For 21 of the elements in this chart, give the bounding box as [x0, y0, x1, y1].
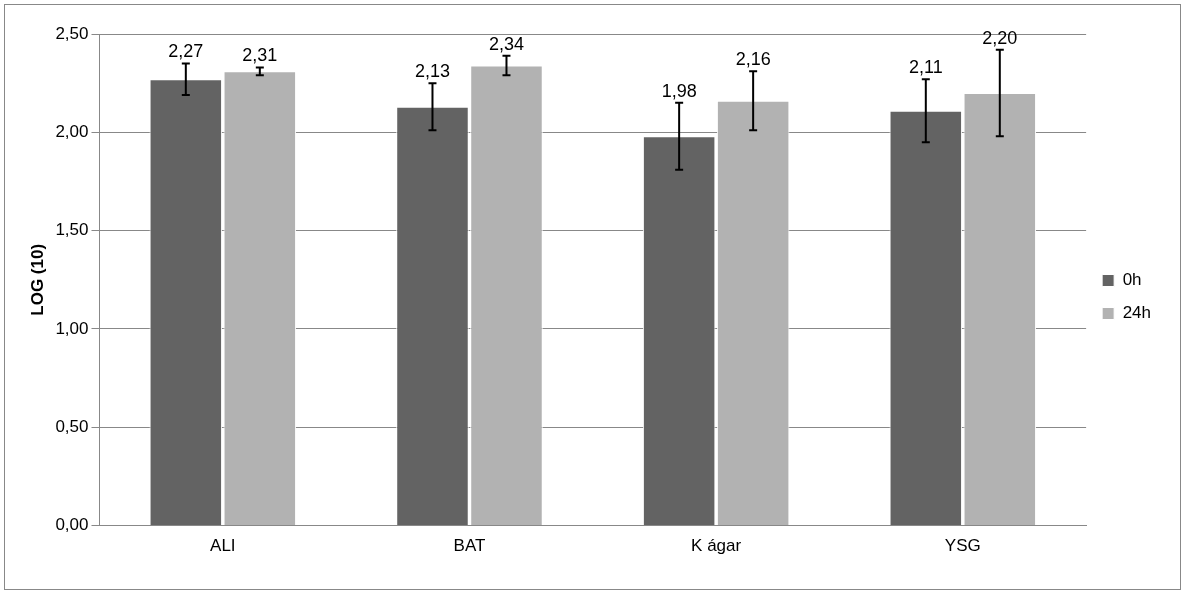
data-label: 1,98 — [661, 80, 697, 101]
x-tick-label: BAT — [453, 536, 486, 556]
legend-label: 0h — [1122, 270, 1142, 290]
data-label: 2,34 — [488, 33, 524, 54]
x-tick-label: K ágar — [691, 536, 742, 556]
data-label: 2,16 — [735, 49, 771, 70]
y-tick-label: 0,50 — [55, 416, 89, 436]
y-tick-label: 2,50 — [55, 23, 89, 43]
y-axis-title: LOG (10) — [27, 243, 47, 316]
data-label: 2,11 — [908, 57, 943, 78]
data-label: 2,13 — [414, 61, 450, 82]
data-label: 2,20 — [982, 27, 1018, 48]
y-tick-label: 0,00 — [55, 515, 89, 535]
y-tick-label: 1,00 — [55, 318, 89, 338]
y-tick-label: 2,00 — [55, 122, 89, 142]
x-tick-label: YSG — [944, 536, 981, 556]
data-label: 2,31 — [242, 45, 278, 66]
x-tick-label: ALI — [210, 536, 236, 556]
data-label: 2,27 — [168, 41, 204, 62]
y-tick-label: 1,50 — [55, 220, 89, 240]
legend-label: 24h — [1122, 303, 1152, 323]
